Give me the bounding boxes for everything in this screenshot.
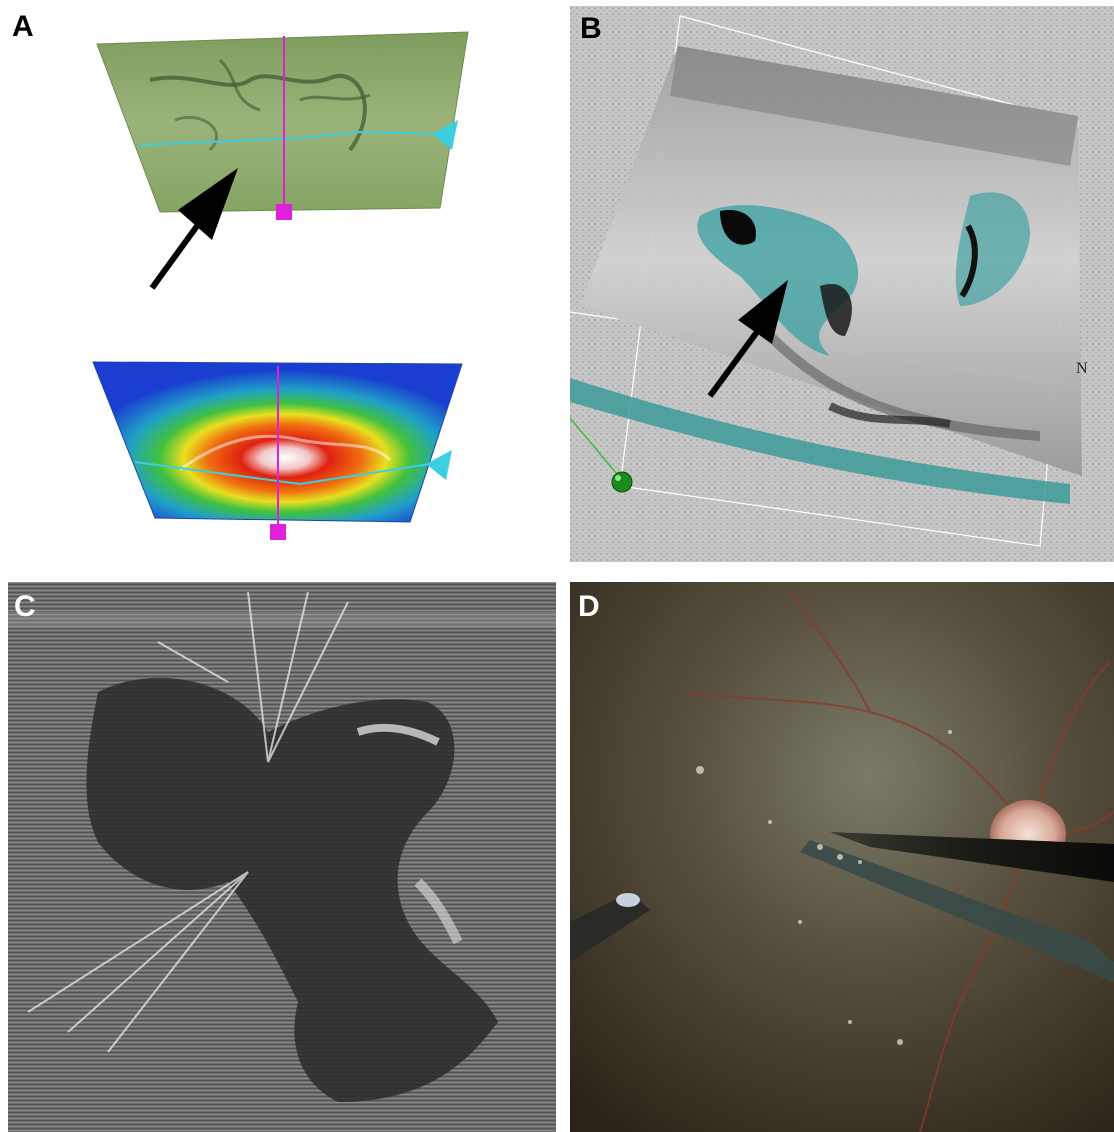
- panel-b-figure: [570, 6, 1114, 562]
- panel-a-surface-maps: A: [0, 0, 560, 560]
- panel-a-label: A: [12, 10, 34, 43]
- panel-d-figure: [570, 582, 1114, 1132]
- cyan-triangle-marker-icon: [432, 120, 458, 150]
- panel-c-label: C: [14, 590, 36, 623]
- panel-d-fundus-photo: D: [570, 582, 1114, 1132]
- panel-c-figure: [8, 582, 556, 1132]
- magenta-square-marker-icon: [270, 524, 286, 540]
- cyan-triangle-marker-icon: [426, 450, 452, 480]
- light-reflections: [696, 730, 952, 1045]
- arrow-pointer-icon: [707, 280, 788, 398]
- surgical-instrument: [570, 832, 1114, 982]
- panel-a-figure: [92, 31, 469, 540]
- radial-streaks: [27, 591, 349, 1053]
- retinal-vessels: [689, 591, 1114, 1132]
- panel-c-enface-oct: C: [8, 582, 556, 1132]
- fluid-pocket: [697, 192, 1030, 356]
- magenta-square-marker-icon: [276, 204, 292, 220]
- green-sphere-icon: [611, 471, 633, 493]
- panel-b-oct-volume: B N: [570, 6, 1114, 562]
- compass-north-label: N: [1076, 360, 1088, 377]
- green-surface-map: [96, 31, 469, 220]
- panel-b-label: B: [580, 12, 602, 45]
- arrow-pointer-icon: [149, 168, 238, 290]
- panel-d-label: D: [578, 590, 600, 623]
- heatmap-surface-map: [92, 361, 463, 540]
